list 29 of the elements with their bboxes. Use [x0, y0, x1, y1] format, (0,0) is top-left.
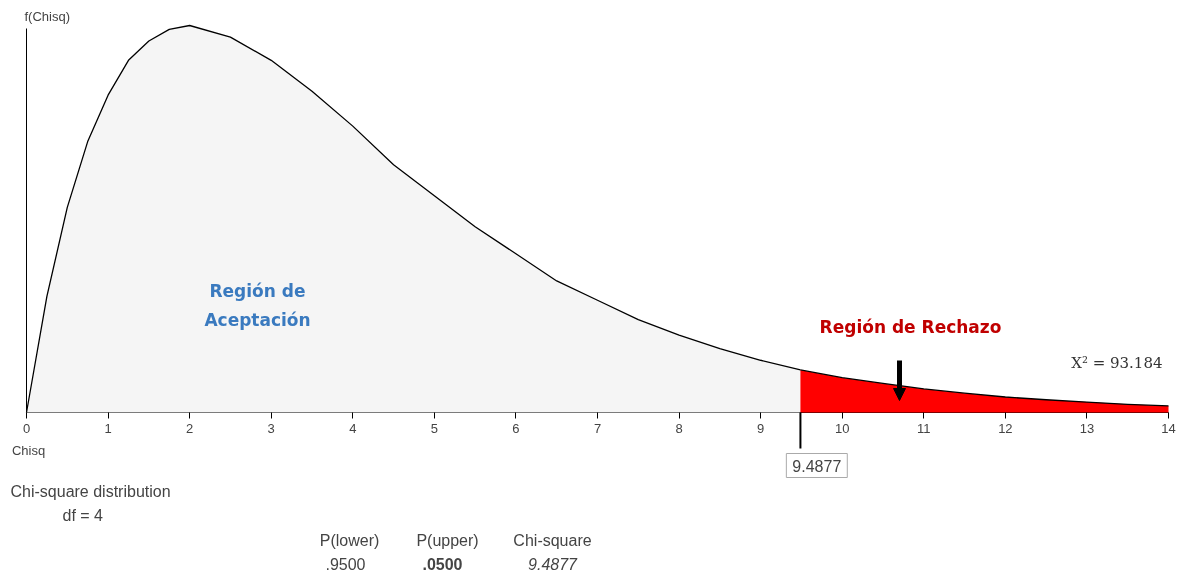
x-tick-label: 1 — [104, 420, 112, 436]
x-tick-label: 3 — [267, 420, 275, 436]
x-tick-label: 0 — [22, 420, 31, 436]
x-tick-label: 5 — [430, 420, 438, 436]
x-tick-label: 6 — [512, 420, 520, 436]
x-tick-label: 12 — [998, 420, 1013, 436]
x-tick-label: 4 — [349, 420, 357, 436]
text: 9.4877 — [792, 457, 842, 475]
x-tick-label: 7 — [593, 420, 602, 436]
x-tick-label: 14 — [1161, 420, 1176, 436]
text: df = 4 — [62, 507, 104, 524]
x-tick-label: 9 — [757, 420, 765, 436]
x-tick-label: 10 — [834, 420, 850, 436]
text: P(lower) — [319, 532, 380, 549]
y-axis-title: f(Chisq) — [24, 9, 71, 24]
text: .9500 — [325, 555, 366, 573]
text: Chi-square — [513, 532, 592, 549]
x-axis-title: Chisq — [11, 443, 46, 458]
x-tick-label: 2 — [186, 420, 194, 436]
text: .0500 — [422, 555, 463, 573]
text: Chi-square distribution — [10, 483, 171, 500]
annotation: Región de Rechazo — [819, 316, 1002, 337]
annotation: X² = 93.184 — [1071, 353, 1163, 372]
x-tick-label: 13 — [1079, 420, 1095, 436]
text: P(upper) — [416, 532, 479, 549]
x-tick-label: 11 — [917, 420, 931, 436]
text: 9.4877 — [528, 555, 579, 573]
x-tick-label: 8 — [675, 420, 683, 436]
annotation: Región de Aceptación — [204, 281, 311, 330]
